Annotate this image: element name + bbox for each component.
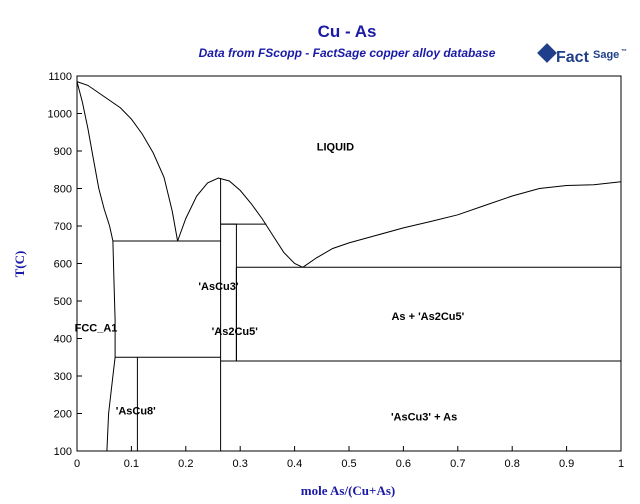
region-label: 'AsCu3' + As <box>391 412 457 424</box>
y-tick-label: 400 <box>54 334 72 346</box>
region-label: 'AsCu8' <box>116 406 156 418</box>
y-tick-label: 900 <box>54 146 72 158</box>
x-tick-label: 0.9 <box>559 458 574 470</box>
phase-line-liquidus-cu-side <box>76 81 179 242</box>
x-tick-label: 0.1 <box>124 458 139 470</box>
x-tick-label: 0.6 <box>396 458 411 470</box>
phase-line-solidus-fcc <box>76 81 114 242</box>
phase-boundaries <box>76 81 622 452</box>
x-tick-label: 0.7 <box>450 458 465 470</box>
region-label: As + 'As2Cu5' <box>391 311 464 323</box>
x-tick-label: 0 <box>74 458 80 470</box>
logo-mark-icon <box>537 43 557 63</box>
y-tick-label: 100 <box>54 446 72 458</box>
logo-tm: ™ <box>621 48 627 55</box>
factsage-logo: Fact Sage ™ <box>537 43 627 66</box>
region-label: LIQUID <box>317 142 354 154</box>
y-tick-label: 600 <box>54 259 72 271</box>
phase-line-liquidus-ascu3 <box>177 177 304 268</box>
x-axis-label: mole As/(Cu+As) <box>301 483 395 498</box>
phase-line-fcc-solvus <box>106 240 116 452</box>
chart-title: Cu - As <box>318 22 377 41</box>
y-axis-label: T(C) <box>12 251 27 278</box>
y-tick-label: 200 <box>54 409 72 421</box>
logo-suffix: Sage <box>593 49 619 61</box>
phase-line-liquidus-as-side <box>302 181 622 268</box>
phase-region-labels: LIQUID FCC_A1 'AsCu3' 'As2Cu5' As + 'As2Cu5'… <box>75 142 465 424</box>
x-tick-label: 1 <box>618 458 624 470</box>
axis-ticks: 0 0.1 0.2 0.3 0.4 0.5 0.6 0.7 0.8 0.9 110020030040… <box>48 71 625 470</box>
y-tick-label: 300 <box>54 371 72 383</box>
y-tick-label: 1100 <box>48 71 72 83</box>
y-tick-label: 500 <box>54 296 72 308</box>
x-tick-label: 0.3 <box>233 458 248 470</box>
x-tick-label: 0.4 <box>287 458 302 470</box>
y-tick-label: 800 <box>54 184 72 196</box>
plot-frame <box>76 75 622 452</box>
region-label: FCC_A1 <box>75 322 118 334</box>
x-tick-label: 0.8 <box>505 458 520 470</box>
x-tick-label: 0.2 <box>178 458 193 470</box>
y-tick-label: 700 <box>54 221 72 233</box>
region-label: 'As2Cu5' <box>212 326 259 338</box>
region-label: 'AsCu3' <box>198 281 238 293</box>
x-tick-label: 0.5 <box>341 458 356 470</box>
logo-brand: Fact <box>556 49 590 66</box>
y-tick-label: 1000 <box>48 109 72 121</box>
chart-subtitle: Data from FScopp - FactSage copper alloy… <box>199 46 496 60</box>
